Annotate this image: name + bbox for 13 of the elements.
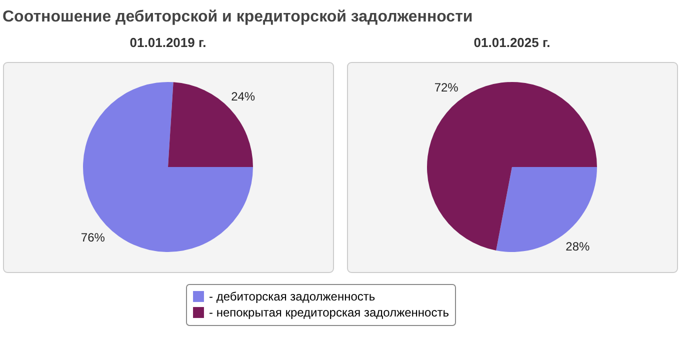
legend-label: - дебиторская задолженность [209,290,376,304]
data-label: 28% [566,239,590,254]
legend-label: - непокрытая кредиторская задолженность [209,306,449,320]
data-label: 76% [80,230,106,245]
chart-title: Соотношение дебиторской и кредиторской задолженности [2,8,473,26]
chart-subtitle: 01.01.2025 г. [474,35,550,50]
chart-subtitle: 01.01.2019 г. [130,35,206,50]
pie-slice [168,82,253,167]
pie-slice [83,82,253,252]
pie-slice [496,167,597,252]
pie-slice [427,82,597,250]
data-label: 24% [231,89,256,104]
data-label: 72% [434,80,459,95]
